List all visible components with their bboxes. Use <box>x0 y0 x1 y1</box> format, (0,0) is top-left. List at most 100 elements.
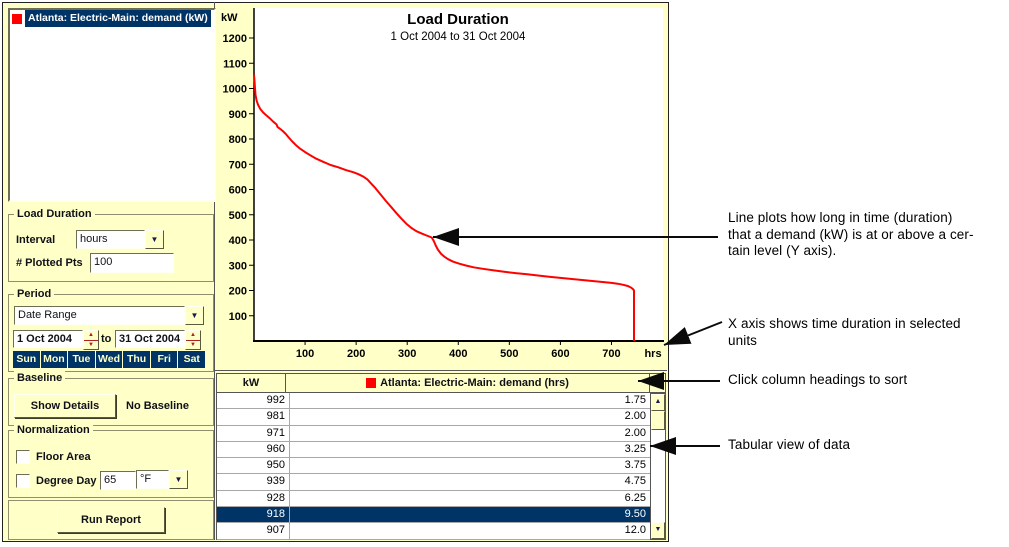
legend-item-label: Atlanta: Electric-Main: demand (kW) <box>25 10 211 27</box>
y-tick-label: 300 <box>229 260 247 272</box>
floor-area-label: Floor Area <box>36 451 91 463</box>
y-tick-label: 800 <box>229 134 247 146</box>
show-details-button[interactable]: Show Details <box>14 394 116 418</box>
spinner-up-icon[interactable]: ▲ <box>84 331 98 341</box>
panel-divider-horizontal <box>215 370 667 371</box>
load-duration-group: Load Duration <box>8 207 214 282</box>
cell-kw: 992 <box>217 393 290 409</box>
cell-kw: 907 <box>217 523 290 539</box>
weekday-toggle-wed[interactable]: Wed <box>96 351 124 368</box>
table-header-corner <box>650 374 665 392</box>
weekday-toggle-sun[interactable]: Sun <box>13 351 41 368</box>
weekday-toggle-bar: Sun Mon Tue Wed Thu Fri Sat <box>13 351 205 368</box>
table-scrollbar[interactable]: ▲ ▼ <box>650 393 666 540</box>
x-tick-label: 200 <box>347 348 365 360</box>
degree-day-unit-value[interactable]: °F <box>136 470 169 489</box>
panel-divider-vertical <box>214 2 215 540</box>
table-row[interactable]: 992 1.75 <box>217 393 650 410</box>
x-tick-label: 600 <box>551 348 569 360</box>
chevron-down-icon[interactable]: ▼ <box>145 230 164 249</box>
run-report-bar <box>8 500 214 540</box>
chart-title: Load Duration <box>407 11 509 28</box>
x-tick-label: 100 <box>296 348 314 360</box>
cell-kw: 950 <box>217 458 290 474</box>
scrollbar-track[interactable] <box>651 430 665 522</box>
plotted-pts-label: # Plotted Pts <box>16 257 83 269</box>
spinner-up-icon[interactable]: ▲ <box>186 331 200 341</box>
column-header-demand[interactable]: Atlanta: Electric-Main: demand (hrs) <box>286 374 650 392</box>
y-tick-label: 600 <box>229 185 247 197</box>
annotation-x-axis: X axis shows time duration in selected u… <box>728 316 961 348</box>
cell-kw: 971 <box>217 425 290 441</box>
cell-kw: 918 <box>217 507 290 523</box>
y-tick-label: 1200 <box>223 33 247 45</box>
floor-area-checkbox[interactable] <box>16 450 30 464</box>
series-legend-listbox[interactable]: Atlanta: Electric-Main: demand (kW) <box>8 8 216 202</box>
series-color-swatch <box>366 378 377 388</box>
y-tick-label: 400 <box>229 235 247 247</box>
table-body: 992 1.75 981 2.00 971 2.00 960 3.25 950 3.75 939 4.… <box>216 393 650 540</box>
cell-hrs: 3.25 <box>624 442 646 455</box>
end-date-field[interactable]: 31 Oct 2004 <box>115 330 185 348</box>
column-header-demand-label: Atlanta: Electric-Main: demand (hrs) <box>380 377 569 389</box>
run-report-button[interactable]: Run Report <box>57 507 165 533</box>
load-duration-curve <box>253 74 635 341</box>
cell-kw: 981 <box>217 409 290 425</box>
start-date-spinner[interactable]: ▲ ▼ <box>83 330 99 350</box>
plotted-pts-input[interactable]: 100 <box>90 253 174 273</box>
chevron-down-icon[interactable]: ▼ <box>185 306 204 325</box>
table-row[interactable]: 939 4.75 <box>217 474 650 491</box>
degree-day-base-input[interactable]: 65 <box>100 471 136 490</box>
load-duration-chart: 1200 1100 1000 900 800 700 600 500 400 300 200 100 1… <box>221 8 664 360</box>
period-type-dropdown[interactable]: Date Range ▼ <box>14 306 204 325</box>
baseline-group-title: Baseline <box>14 371 66 385</box>
table-row[interactable]: 981 2.00 <box>217 409 650 426</box>
weekday-toggle-fri[interactable]: Fri <box>151 351 179 368</box>
degree-day-checkbox[interactable] <box>16 474 30 488</box>
cell-hrs: 6.25 <box>624 491 646 504</box>
table-row[interactable]: 960 3.25 <box>217 441 650 459</box>
cell-hrs: 4.75 <box>624 475 646 488</box>
spinner-down-icon[interactable]: ▼ <box>88 341 94 348</box>
cell-kw: 939 <box>217 474 290 490</box>
start-date-field[interactable]: 1 Oct 2004 <box>13 330 83 348</box>
table-row[interactable]: 907 12.0 <box>217 523 650 540</box>
degree-day-unit-dropdown[interactable]: °F ▼ <box>136 470 188 489</box>
interval-dropdown-value[interactable]: hours <box>76 230 145 249</box>
scrollbar-thumb[interactable] <box>651 411 665 430</box>
baseline-group: Baseline <box>8 371 214 426</box>
arrow-to-x-axis <box>663 321 723 346</box>
weekday-toggle-sat[interactable]: Sat <box>183 353 200 365</box>
chevron-down-icon[interactable]: ▼ <box>169 470 188 489</box>
weekday-toggle-tue[interactable]: Tue <box>68 351 96 368</box>
period-type-value[interactable]: Date Range <box>14 306 185 325</box>
legend-item[interactable]: Atlanta: Electric-Main: demand (kW) <box>10 10 214 27</box>
interval-dropdown[interactable]: hours ▼ <box>76 230 164 249</box>
table-row[interactable]: 928 6.25 <box>217 490 650 508</box>
cell-hrs: 9.50 <box>624 508 646 521</box>
table-row[interactable]: 918 9.50 <box>217 507 650 524</box>
table-row[interactable]: 950 3.75 <box>217 458 650 475</box>
weekday-toggle-mon[interactable]: Mon <box>41 351 69 368</box>
spinner-down-icon[interactable]: ▼ <box>190 341 196 348</box>
x-tick-label: 500 <box>500 348 518 360</box>
cell-hrs: 12.0 <box>624 524 646 537</box>
annotation-sort: Click column headings to sort <box>728 372 908 387</box>
x-tick-label: 300 <box>398 348 416 360</box>
cell-hrs: 3.75 <box>624 459 646 472</box>
scroll-up-icon[interactable]: ▲ <box>651 394 665 411</box>
cell-hrs: 2.00 <box>624 426 646 439</box>
cell-kw: 960 <box>217 441 290 458</box>
series-color-swatch <box>12 13 22 24</box>
column-header-kw[interactable]: kW <box>217 374 286 392</box>
scroll-down-icon[interactable]: ▼ <box>651 522 665 539</box>
cell-kw: 928 <box>217 490 290 507</box>
baseline-status-text: No Baseline <box>126 400 189 412</box>
weekday-toggle-thu[interactable]: Thu <box>123 351 151 368</box>
y-tick-label: 700 <box>229 159 247 171</box>
y-tick-label: 200 <box>229 286 247 298</box>
cell-hrs: 1.75 <box>624 394 646 406</box>
table-row[interactable]: 971 2.00 <box>217 425 650 442</box>
degree-day-label: Degree Day <box>36 475 97 487</box>
end-date-spinner[interactable]: ▲ ▼ <box>185 330 201 350</box>
